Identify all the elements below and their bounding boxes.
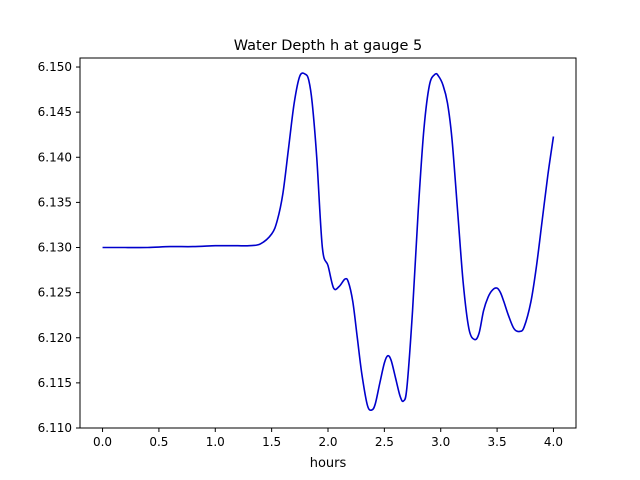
- y-tick-label: 6.120: [38, 331, 72, 345]
- x-tick-label: 0.0: [93, 435, 112, 449]
- chart-title: Water Depth h at gauge 5: [234, 38, 422, 54]
- y-tick-label: 6.125: [38, 286, 72, 300]
- x-tick-label: 0.5: [149, 435, 168, 449]
- x-tick-label: 3.0: [431, 435, 450, 449]
- series-layer: [102, 72, 555, 412]
- x-tick-label: 2.5: [375, 435, 394, 449]
- x-axis-label: hours: [310, 456, 347, 471]
- y-tick-label: 6.140: [38, 150, 72, 164]
- y-tick-label: 6.115: [38, 376, 72, 390]
- x-tick-label: 3.5: [488, 435, 507, 449]
- y-tick-label: 6.145: [38, 105, 72, 119]
- x-tick-label: 1.5: [262, 435, 281, 449]
- series-line: [102, 72, 555, 412]
- axis-ticks: 0.0 0.5 1.0 1.5 2.0 2.5 3.0 3.5 4.0 6.110 6.115 6.1…: [38, 60, 563, 449]
- x-tick-label: 1.0: [206, 435, 225, 449]
- y-tick-label: 6.150: [38, 60, 72, 74]
- y-tick-label: 6.135: [38, 195, 72, 209]
- y-tick-label: 6.110: [38, 421, 72, 435]
- x-tick-label: 4.0: [544, 435, 563, 449]
- y-tick-label: 6.130: [38, 241, 72, 255]
- x-tick-label: 2.0: [318, 435, 337, 449]
